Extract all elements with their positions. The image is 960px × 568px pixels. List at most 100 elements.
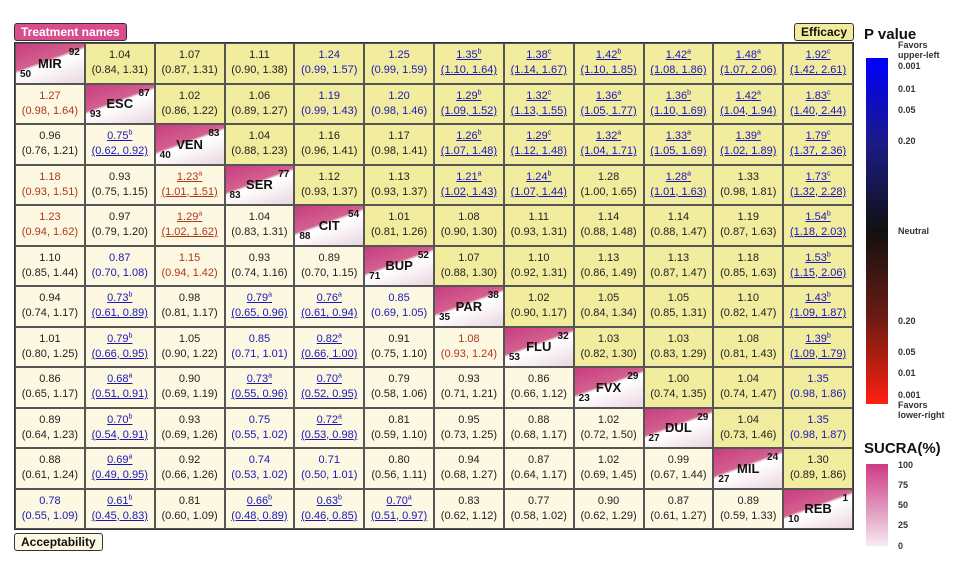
effect-estimate: 0.99 xyxy=(668,453,689,468)
effect-estimate: 0.97 xyxy=(109,210,130,225)
evidence-grade: b xyxy=(687,89,692,97)
effect-estimate: 0.73a xyxy=(247,372,272,387)
estimate-value: 1.35 xyxy=(456,49,478,62)
diagonal-cell-flu: FLU 32 53 xyxy=(503,326,574,367)
confidence-interval: (0.85, 1.31) xyxy=(650,307,707,320)
acceptability-cell: 0.95 (0.73, 1.25) xyxy=(434,407,504,448)
estimate-value: 1.15 xyxy=(178,251,201,264)
confidence-interval: (0.99, 1.43) xyxy=(301,104,358,117)
effect-estimate: 0.79a xyxy=(247,291,272,306)
confidence-interval: (0.73, 1.46) xyxy=(720,428,777,441)
estimate-value: 0.76 xyxy=(316,292,338,305)
confidence-interval: (0.81, 1.26) xyxy=(370,226,428,239)
confidence-interval: (0.53, 0.98) xyxy=(301,428,358,441)
evidence-grade: a xyxy=(617,129,622,137)
confidence-interval: (0.72, 1.50) xyxy=(580,428,637,441)
evidence-grade: c xyxy=(827,48,831,56)
estimate-value: 0.89 xyxy=(737,494,759,507)
p-bottom-tick-0001: 0.001 xyxy=(898,390,921,400)
confidence-interval: (0.86, 1.49) xyxy=(580,266,637,279)
efficacy-cell: 1.04 (0.74, 1.47) xyxy=(713,367,784,408)
confidence-interval: (0.71, 1.21) xyxy=(440,388,498,401)
estimate-value: 0.86 xyxy=(39,373,61,386)
estimate-value: 0.93 xyxy=(109,170,131,183)
confidence-interval: (0.62, 0.92) xyxy=(91,145,148,158)
confidence-interval: (0.93, 1.24) xyxy=(440,347,498,360)
effect-estimate: 0.73b xyxy=(107,291,132,306)
confidence-interval: (0.69, 1.19) xyxy=(161,388,218,401)
confidence-interval: (0.68, 1.17) xyxy=(510,428,567,441)
effect-estimate: 0.61b xyxy=(107,494,132,509)
effect-estimate: 1.26b xyxy=(456,129,481,144)
confidence-interval: (0.79, 1.20) xyxy=(91,226,148,239)
effect-estimate: 0.75b xyxy=(107,129,132,144)
acceptability-cell: 0.69a (0.49, 0.95) xyxy=(84,448,155,489)
efficacy-cell: 1.12 (0.93, 1.37) xyxy=(294,164,365,205)
confidence-interval: (0.66, 1.00) xyxy=(301,347,358,360)
effect-estimate: 1.18 xyxy=(39,170,60,185)
effect-estimate: 1.13 xyxy=(668,251,689,266)
sucra-acceptability-value: 93 xyxy=(89,109,101,120)
effect-estimate: 1.20 xyxy=(388,89,409,104)
estimate-value: 1.19 xyxy=(318,89,340,102)
acceptability-cell: 1.15 (0.94, 1.42) xyxy=(154,245,225,286)
effect-estimate: 1.35 xyxy=(807,372,828,387)
confidence-interval: (0.48, 0.89) xyxy=(231,509,288,522)
estimate-value: 0.71 xyxy=(318,454,340,467)
effect-estimate: 1.36b xyxy=(666,89,691,104)
estimate-value: 1.16 xyxy=(318,130,340,143)
effect-estimate: 1.54b xyxy=(805,210,830,225)
evidence-grade: c xyxy=(547,129,552,137)
sucra-tick-0: 0 xyxy=(898,541,904,551)
confidence-interval: (0.69, 1.26) xyxy=(161,428,218,441)
confidence-interval: (1.32, 2.28) xyxy=(789,185,847,198)
acceptability-cell: 0.80 (0.56, 1.11) xyxy=(364,448,434,489)
confidence-interval: (0.65, 0.96) xyxy=(231,307,288,320)
confidence-interval: (0.74, 1.35) xyxy=(650,388,707,401)
acceptability-cell: 0.85 (0.71, 1.01) xyxy=(224,326,295,367)
confidence-interval: (0.66, 1.12) xyxy=(510,388,567,401)
confidence-interval: (0.53, 1.02) xyxy=(231,469,288,482)
confidence-interval: (0.69, 1.05) xyxy=(370,307,428,320)
effect-estimate: 0.93 xyxy=(109,170,130,185)
evidence-grade: b xyxy=(128,494,133,502)
effect-estimate: 1.10 xyxy=(39,251,60,266)
effect-estimate: 0.87 xyxy=(109,251,130,266)
estimate-value: 0.89 xyxy=(39,413,61,426)
effect-estimate: 1.25 xyxy=(388,48,409,63)
acceptability-cell: 0.75b (0.62, 0.92) xyxy=(84,124,155,165)
confidence-interval: (0.68, 1.27) xyxy=(440,469,498,482)
effect-estimate: 1.29a xyxy=(177,210,202,225)
confidence-interval: (1.18, 2.03) xyxy=(789,226,847,239)
confidence-interval: (0.94, 1.42) xyxy=(161,266,218,279)
effect-estimate: 1.04 xyxy=(249,129,270,144)
confidence-interval: (0.88, 1.23) xyxy=(231,145,288,158)
efficacy-cell: 1.79c (1.37, 2.36) xyxy=(783,124,853,165)
confidence-interval: (1.09, 1.87) xyxy=(789,307,847,320)
estimate-value: 1.13 xyxy=(667,251,690,264)
estimate-value: 0.80 xyxy=(388,454,410,467)
confidence-interval: (0.61, 0.94) xyxy=(301,307,358,320)
estimate-value: 1.00 xyxy=(667,373,690,386)
effect-estimate: 0.86 xyxy=(528,372,549,387)
evidence-grade: c xyxy=(827,129,831,137)
sucra-acceptability-value: 27 xyxy=(648,433,660,444)
confidence-interval: (0.59, 1.33) xyxy=(720,509,777,522)
estimate-value: 1.14 xyxy=(667,211,690,224)
estimate-value: 0.79 xyxy=(107,332,129,345)
efficacy-cell: 1.83c (1.40, 2.44) xyxy=(783,83,853,124)
estimate-value: 0.79 xyxy=(246,292,269,305)
effect-estimate: 0.80 xyxy=(388,453,409,468)
efficacy-cell: 1.10 (0.92, 1.31) xyxy=(503,245,574,286)
confidence-interval: (1.05, 1.69) xyxy=(650,145,707,158)
sucra-efficacy-value: 29 xyxy=(627,371,639,382)
estimate-value: 0.70 xyxy=(107,413,129,426)
effect-estimate: 1.29b xyxy=(456,89,481,104)
estimate-value: 1.29 xyxy=(526,130,548,143)
estimate-value: 0.70 xyxy=(316,373,338,386)
confidence-interval: (1.07, 2.06) xyxy=(720,64,777,77)
estimate-value: 1.33 xyxy=(737,170,759,183)
acceptability-cell: 1.02 (0.72, 1.50) xyxy=(573,407,644,448)
effect-estimate: 1.14 xyxy=(668,210,689,225)
confidence-interval: (0.82, 1.47) xyxy=(720,307,777,320)
